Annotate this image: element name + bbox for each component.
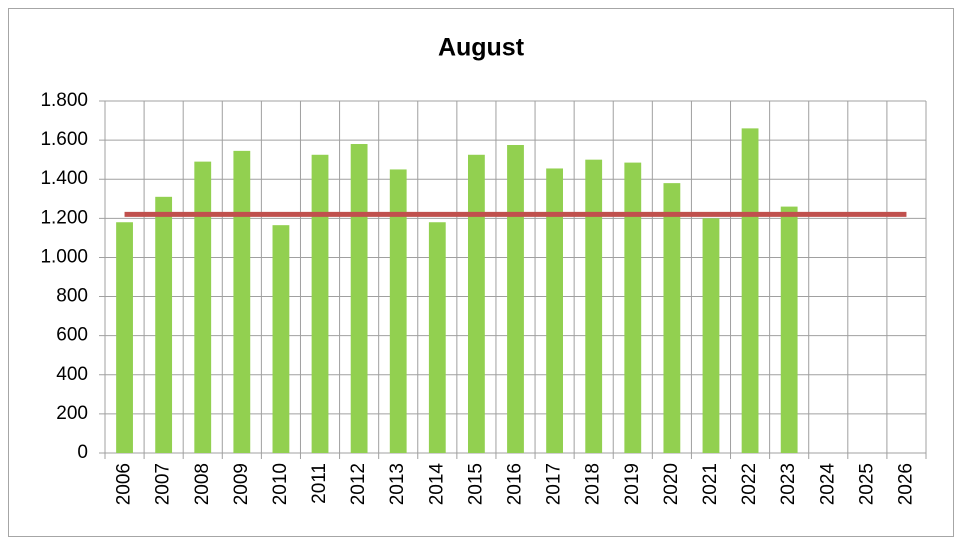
- x-tick-label: 2023: [778, 463, 799, 505]
- y-tick-label: 800: [56, 286, 88, 307]
- x-tick-label: 2013: [387, 463, 408, 505]
- bar: [507, 145, 524, 453]
- y-tick-label: 1.200: [40, 207, 88, 228]
- y-tick-label: 600: [56, 325, 88, 346]
- y-tick-label: 0: [77, 442, 88, 463]
- y-tick-label: 1.800: [40, 90, 88, 111]
- bar: [624, 162, 642, 453]
- bar: [311, 154, 329, 453]
- x-tick-label: 2010: [270, 463, 291, 505]
- x-tick-label: 2026: [895, 463, 916, 505]
- x-tick-label: 2019: [622, 463, 643, 505]
- x-tick-label: 2009: [231, 463, 252, 505]
- x-tick-label: 2025: [856, 463, 877, 505]
- bar: [585, 159, 603, 453]
- bar: [272, 225, 290, 453]
- bar: [350, 144, 368, 453]
- x-tick-label: 2012: [348, 463, 369, 505]
- y-tick-label: 1.000: [40, 246, 88, 267]
- x-tick-label: 2011: [309, 463, 330, 504]
- bar: [546, 168, 564, 453]
- x-tick-label: 2017: [544, 463, 565, 505]
- bar: [428, 222, 446, 453]
- x-tick-label: 2008: [192, 463, 213, 505]
- bar: [233, 150, 251, 453]
- bar: [116, 222, 133, 453]
- x-tick-label: 2022: [739, 463, 760, 505]
- x-tick-label: 2020: [661, 463, 682, 505]
- bar: [389, 169, 407, 453]
- x-tick-label: 2014: [426, 463, 447, 506]
- y-tick-label: 200: [56, 403, 88, 424]
- bar: [467, 154, 485, 453]
- bar: [663, 183, 681, 453]
- x-tick-label: 2007: [153, 463, 174, 505]
- bar: [780, 206, 798, 453]
- x-tick-label: 2018: [583, 463, 604, 505]
- y-tick-label: 1.600: [40, 129, 88, 150]
- bar: [741, 128, 759, 453]
- y-tick-label: 400: [56, 364, 88, 385]
- x-tick-label: 2024: [817, 463, 838, 506]
- x-tick-label: 2015: [465, 463, 486, 505]
- x-tick-label: 2016: [505, 463, 526, 505]
- chart-title: August: [438, 34, 525, 62]
- x-tick-label: 2006: [114, 463, 135, 505]
- y-tick-label: 1.400: [40, 168, 88, 189]
- bar: [702, 218, 720, 453]
- bar: [155, 196, 173, 454]
- bar: [194, 161, 212, 453]
- x-tick-label: 2021: [700, 463, 721, 505]
